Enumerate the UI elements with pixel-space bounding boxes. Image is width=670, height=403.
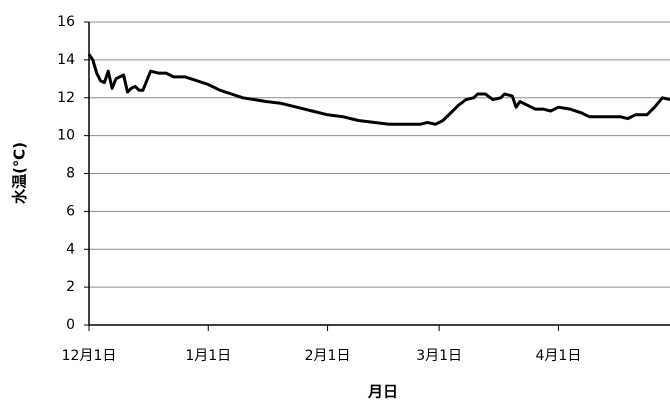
y-tick-label: 14 (57, 52, 75, 68)
x-tick-label: 2月1日 (305, 348, 351, 364)
y-tick-label: 0 (66, 317, 75, 333)
y-tick-label: 10 (57, 128, 75, 144)
x-tick-label: 1月1日 (185, 348, 231, 364)
x-tick-label: 12月1日 (62, 348, 117, 364)
x-axis-label: 月日 (367, 383, 398, 401)
y-tick-label: 2 (66, 279, 75, 295)
y-tick-label: 8 (66, 166, 75, 182)
y-tick-label: 16 (57, 14, 75, 30)
y-tick-label: 6 (66, 203, 75, 219)
y-tick-label: 12 (57, 90, 75, 106)
data-line (87, 53, 670, 126)
x-tick-label: 3月1日 (416, 348, 462, 364)
y-axis-label: 水温(℃) (11, 142, 29, 204)
x-tick-label: 4月1日 (536, 348, 582, 364)
y-tick-label: 4 (66, 241, 75, 257)
